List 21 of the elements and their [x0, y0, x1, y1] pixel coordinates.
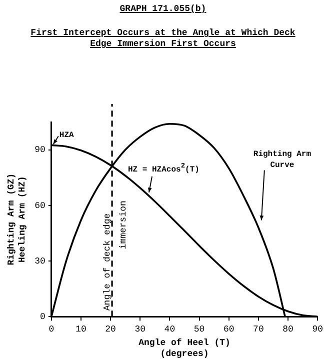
annotation: HZA: [59, 131, 74, 140]
x-tick-label: 30: [134, 324, 146, 334]
y-tick-label: 60: [34, 200, 46, 211]
chart-title: GRAPH 171.055(b): [120, 4, 206, 14]
ref-line-label: Angle of deck edge immersion: [102, 200, 128, 311]
x-tick-label: 0: [48, 324, 54, 334]
x-tick-label: 20: [105, 324, 116, 334]
annotation: Righting Arm Curve: [253, 150, 312, 170]
x-tick-label: 50: [194, 324, 205, 334]
x-tick-label: 60: [223, 324, 234, 334]
y-tick-label: 30: [34, 256, 46, 266]
y-axis-title: Righting Arm (GZ) Heeling Arm (HZ): [6, 173, 28, 266]
chart-subtitle: First Intercept Occurs at the Angle at Which Deck Edge Immersion First Occurs: [30, 28, 296, 49]
x-tick-label: 80: [282, 324, 294, 334]
y-tick-label: 0: [40, 312, 46, 322]
x-tick-label: 40: [164, 324, 176, 334]
x-tick-label: 90: [312, 324, 324, 334]
y-tick-label: 90: [34, 145, 46, 156]
x-tick-label: 10: [76, 324, 86, 334]
x-tick-label: 70: [253, 324, 264, 334]
x-axis-title: Angle of Heel (T) (degrees): [138, 338, 230, 359]
